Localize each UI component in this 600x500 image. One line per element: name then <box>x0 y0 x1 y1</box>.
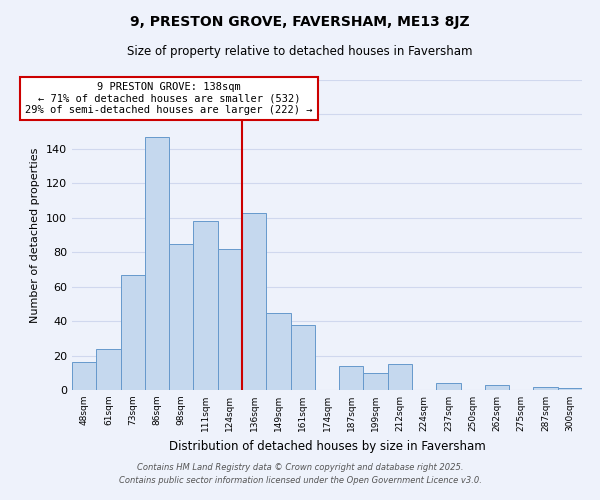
Bar <box>218 249 242 390</box>
Bar <box>339 366 364 390</box>
Text: Size of property relative to detached houses in Faversham: Size of property relative to detached ho… <box>127 45 473 58</box>
Bar <box>193 221 218 390</box>
Bar <box>290 324 315 390</box>
Y-axis label: Number of detached properties: Number of detached properties <box>31 148 40 322</box>
Bar <box>72 362 96 390</box>
Bar <box>242 212 266 390</box>
Text: 9 PRESTON GROVE: 138sqm
← 71% of detached houses are smaller (532)
29% of semi-d: 9 PRESTON GROVE: 138sqm ← 71% of detache… <box>25 82 313 115</box>
Bar <box>533 386 558 390</box>
Bar <box>364 373 388 390</box>
Bar <box>169 244 193 390</box>
X-axis label: Distribution of detached houses by size in Faversham: Distribution of detached houses by size … <box>169 440 485 452</box>
Bar <box>96 348 121 390</box>
Bar <box>388 364 412 390</box>
Bar <box>145 137 169 390</box>
Text: Contains HM Land Registry data © Crown copyright and database right 2025.
Contai: Contains HM Land Registry data © Crown c… <box>119 464 481 485</box>
Bar <box>436 383 461 390</box>
Bar <box>558 388 582 390</box>
Text: 9, PRESTON GROVE, FAVERSHAM, ME13 8JZ: 9, PRESTON GROVE, FAVERSHAM, ME13 8JZ <box>130 15 470 29</box>
Bar <box>485 385 509 390</box>
Bar <box>121 274 145 390</box>
Bar <box>266 312 290 390</box>
